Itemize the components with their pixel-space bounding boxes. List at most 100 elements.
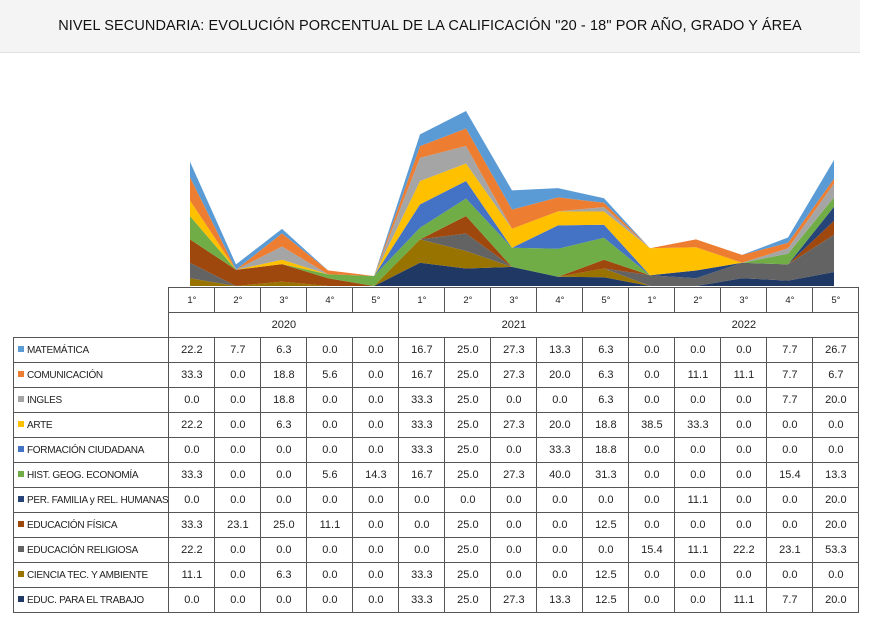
value-cell: 0.0 bbox=[674, 437, 722, 463]
value-cell: 11.1 bbox=[674, 537, 722, 563]
value-cell: 0.0 bbox=[628, 362, 676, 388]
value-cell: 0.0 bbox=[168, 587, 216, 613]
value-cell: 0.0 bbox=[490, 387, 538, 413]
value-cell: 18.8 bbox=[582, 437, 630, 463]
legend-swatch bbox=[18, 395, 24, 402]
value-cell: 0.0 bbox=[536, 387, 584, 413]
value-cell: 6.3 bbox=[260, 412, 308, 438]
value-cell: 0.0 bbox=[398, 537, 446, 563]
value-cell: 0.0 bbox=[720, 462, 768, 488]
value-cell: 20.0 bbox=[536, 412, 584, 438]
value-cell: 33.3 bbox=[398, 387, 446, 413]
value-cell: 0.0 bbox=[168, 437, 216, 463]
value-cell: 0.0 bbox=[490, 487, 538, 513]
series-name: EDUCACIÓN RELIGIOSA bbox=[27, 544, 138, 556]
value-cell: 0.0 bbox=[766, 562, 814, 588]
value-cell: 0.0 bbox=[260, 462, 308, 488]
value-cell: 25.0 bbox=[444, 512, 492, 538]
value-cell: 0.0 bbox=[766, 412, 814, 438]
value-cell: 0.0 bbox=[720, 437, 768, 463]
value-cell: 0.0 bbox=[214, 437, 262, 463]
series-label: INGLES bbox=[12, 387, 170, 413]
value-cell: 22.2 bbox=[720, 537, 768, 563]
value-cell: 20.0 bbox=[812, 512, 860, 538]
value-cell: 11.1 bbox=[674, 487, 722, 513]
year-header: 2022 bbox=[628, 312, 860, 338]
value-cell: 0.0 bbox=[674, 387, 722, 413]
value-cell: 0.0 bbox=[352, 487, 400, 513]
value-cell: 40.0 bbox=[536, 462, 584, 488]
grade-header: 3° bbox=[720, 287, 768, 313]
value-cell: 0.0 bbox=[628, 487, 676, 513]
series-name: FORMACIÓN CIUDADANA bbox=[27, 444, 145, 456]
value-cell: 25.0 bbox=[260, 512, 308, 538]
value-cell: 5.6 bbox=[306, 362, 354, 388]
value-cell: 0.0 bbox=[536, 537, 584, 563]
table-row: COMUNICACIÓN 33.3 0.0 18.8 5.6 0.0 16.7 25.0 27.… bbox=[12, 362, 860, 388]
series-label: MATEMÁTICA bbox=[12, 337, 170, 363]
value-cell: 33.3 bbox=[536, 437, 584, 463]
value-cell: 27.3 bbox=[490, 362, 538, 388]
value-cell: 0.0 bbox=[674, 562, 722, 588]
value-cell: 0.0 bbox=[628, 587, 676, 613]
value-cell: 0.0 bbox=[168, 487, 216, 513]
value-cell: 6.3 bbox=[582, 337, 630, 363]
value-cell: 0.0 bbox=[628, 562, 676, 588]
legend-swatch bbox=[18, 495, 24, 502]
value-cell: 0.0 bbox=[260, 487, 308, 513]
grade-header: 2° bbox=[674, 287, 722, 313]
value-cell: 23.1 bbox=[766, 537, 814, 563]
area-series bbox=[190, 163, 834, 276]
legend-swatch bbox=[18, 370, 24, 377]
value-cell: 0.0 bbox=[536, 512, 584, 538]
value-cell: 0.0 bbox=[490, 562, 538, 588]
series-label: COMUNICACIÓN bbox=[12, 362, 170, 388]
value-cell: 38.5 bbox=[628, 412, 676, 438]
value-cell: 0.0 bbox=[306, 412, 354, 438]
value-cell: 0.0 bbox=[306, 437, 354, 463]
value-cell: 25.0 bbox=[444, 437, 492, 463]
value-cell: 20.0 bbox=[812, 587, 860, 613]
grade-header: 4° bbox=[766, 287, 814, 313]
value-cell: 0.0 bbox=[674, 337, 722, 363]
area-series bbox=[190, 111, 834, 276]
legend-swatch bbox=[18, 420, 24, 427]
value-cell: 0.0 bbox=[674, 462, 722, 488]
legend-swatch bbox=[18, 345, 24, 352]
value-cell: 0.0 bbox=[720, 412, 768, 438]
value-cell: 0.0 bbox=[306, 562, 354, 588]
value-cell: 33.3 bbox=[398, 587, 446, 613]
series-label: PER. FAMILIA y REL. HUMANAS bbox=[12, 487, 170, 513]
value-cell: 25.0 bbox=[444, 562, 492, 588]
value-cell: 20.0 bbox=[536, 362, 584, 388]
grade-header: 3° bbox=[490, 287, 538, 313]
value-cell: 13.3 bbox=[812, 462, 860, 488]
value-cell: 0.0 bbox=[628, 437, 676, 463]
table-row: PER. FAMILIA y REL. HUMANAS 0.0 0.0 0.0 0.0 0… bbox=[12, 487, 860, 513]
value-cell: 25.0 bbox=[444, 587, 492, 613]
series-name: COMUNICACIÓN bbox=[27, 369, 103, 381]
value-cell: 0.0 bbox=[674, 512, 722, 538]
value-cell: 0.0 bbox=[214, 562, 262, 588]
value-cell: 0.0 bbox=[352, 412, 400, 438]
value-cell: 33.3 bbox=[674, 412, 722, 438]
value-cell: 27.3 bbox=[490, 412, 538, 438]
value-cell: 0.0 bbox=[766, 512, 814, 538]
value-cell: 0.0 bbox=[352, 337, 400, 363]
value-cell: 11.1 bbox=[720, 587, 768, 613]
value-cell: 25.0 bbox=[444, 387, 492, 413]
value-cell: 15.4 bbox=[766, 462, 814, 488]
year-header: 2020 bbox=[168, 312, 400, 338]
value-cell: 33.3 bbox=[168, 462, 216, 488]
value-cell: 0.0 bbox=[214, 587, 262, 613]
value-cell: 12.5 bbox=[582, 587, 630, 613]
value-cell: 0.0 bbox=[582, 487, 630, 513]
table-row: HIST. GEOG. ECONOMÍA 33.3 0.0 0.0 5.6 14.3 16.… bbox=[12, 462, 860, 488]
series-name: HIST. GEOG. ECONOMÍA bbox=[27, 469, 139, 481]
series-name: EDUCACIÓN FÍSICA bbox=[27, 519, 118, 531]
value-cell: 0.0 bbox=[352, 562, 400, 588]
grade-header: 1° bbox=[628, 287, 676, 313]
value-cell: 27.3 bbox=[490, 462, 538, 488]
value-cell: 25.0 bbox=[444, 412, 492, 438]
series-name: ARTE bbox=[27, 419, 53, 431]
